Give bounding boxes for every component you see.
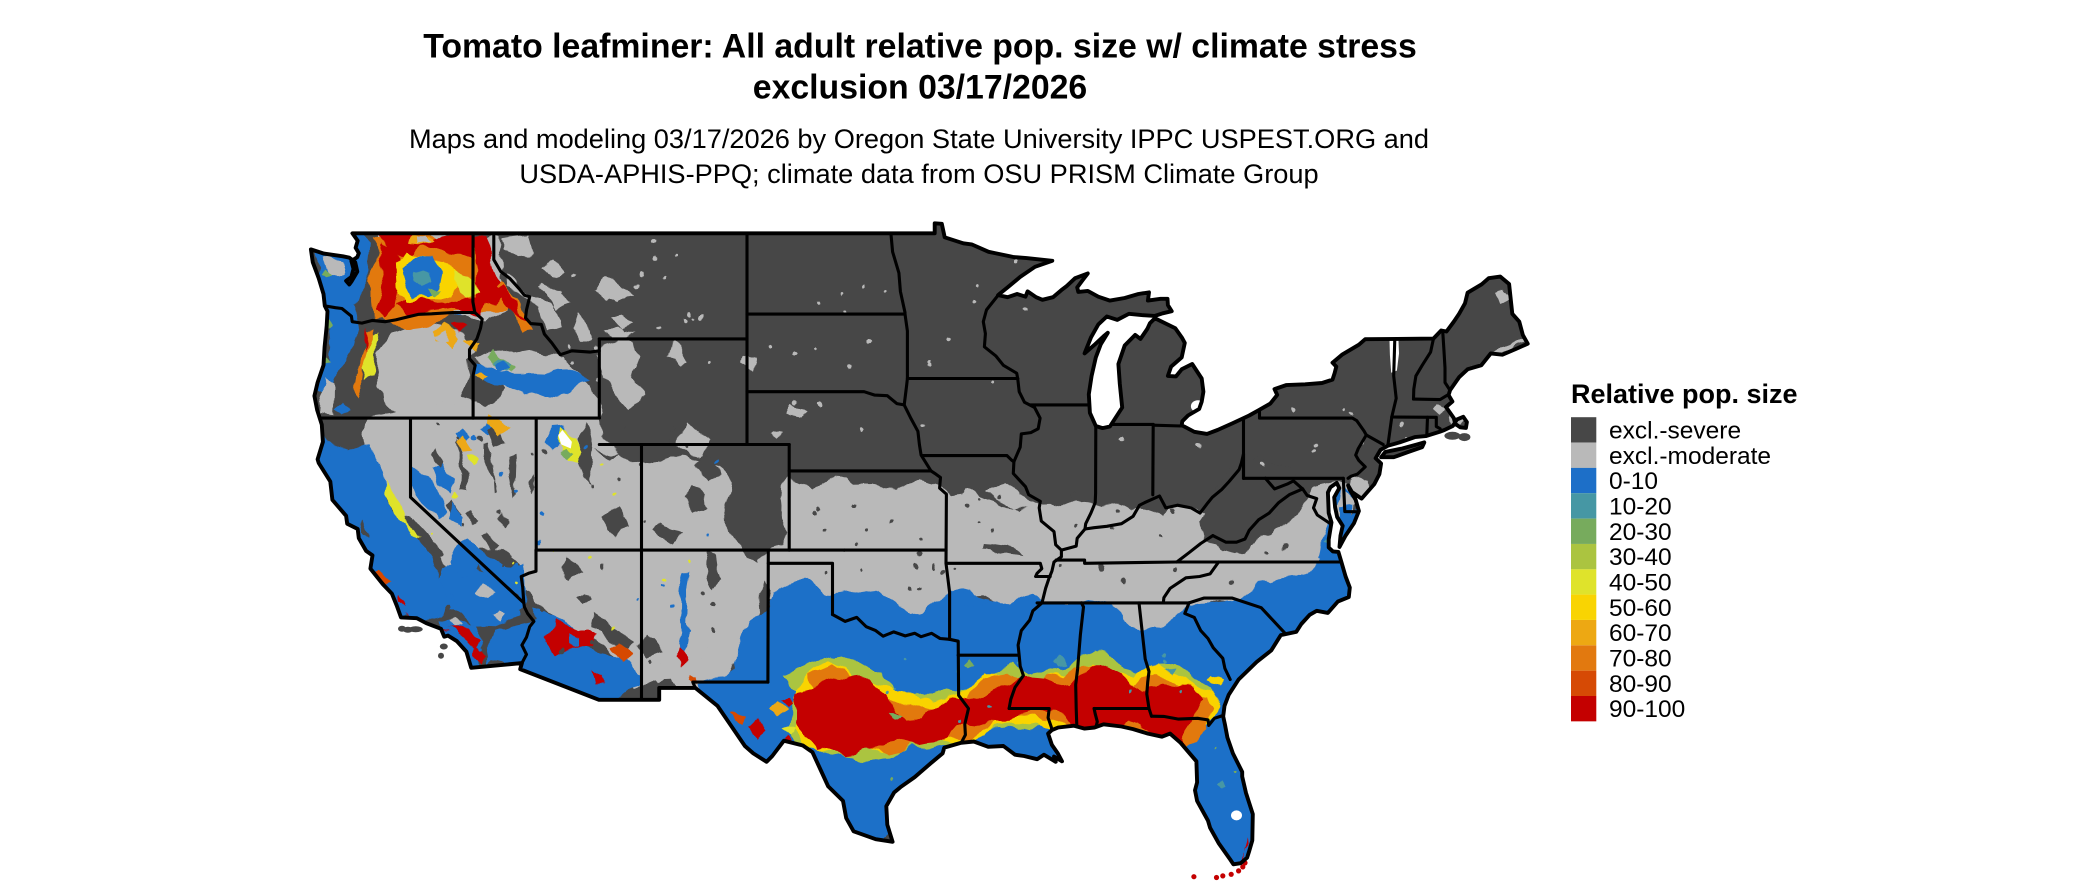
svg-text:Tomato leafminer: All adult re: Tomato leafminer: All adult relative pop…: [423, 28, 1417, 66]
svg-text:60-70: 60-70: [1609, 620, 1672, 647]
svg-text:Relative pop. size: Relative pop. size: [1571, 379, 1798, 409]
svg-text:20-30: 20-30: [1609, 519, 1672, 546]
svg-text:70-80: 70-80: [1609, 646, 1672, 673]
svg-text:90-100: 90-100: [1609, 696, 1685, 723]
svg-text:excl.-severe: excl.-severe: [1609, 417, 1741, 444]
svg-text:excl.-moderate: excl.-moderate: [1609, 443, 1771, 470]
svg-text:40-50: 40-50: [1609, 570, 1672, 597]
svg-text:exclusion 03/17/2026: exclusion 03/17/2026: [753, 69, 1087, 107]
svg-text:0-10: 0-10: [1609, 468, 1658, 495]
svg-text:80-90: 80-90: [1609, 671, 1672, 698]
svg-text:USDA-APHIS-PPQ; climate data f: USDA-APHIS-PPQ; climate data from OSU PR…: [519, 158, 1318, 189]
svg-text:30-40: 30-40: [1609, 544, 1672, 571]
svg-text:10-20: 10-20: [1609, 494, 1672, 521]
svg-text:50-60: 50-60: [1609, 595, 1672, 622]
svg-text:Maps and modeling 03/17/2026 b: Maps and modeling 03/17/2026 by Oregon S…: [409, 123, 1429, 154]
